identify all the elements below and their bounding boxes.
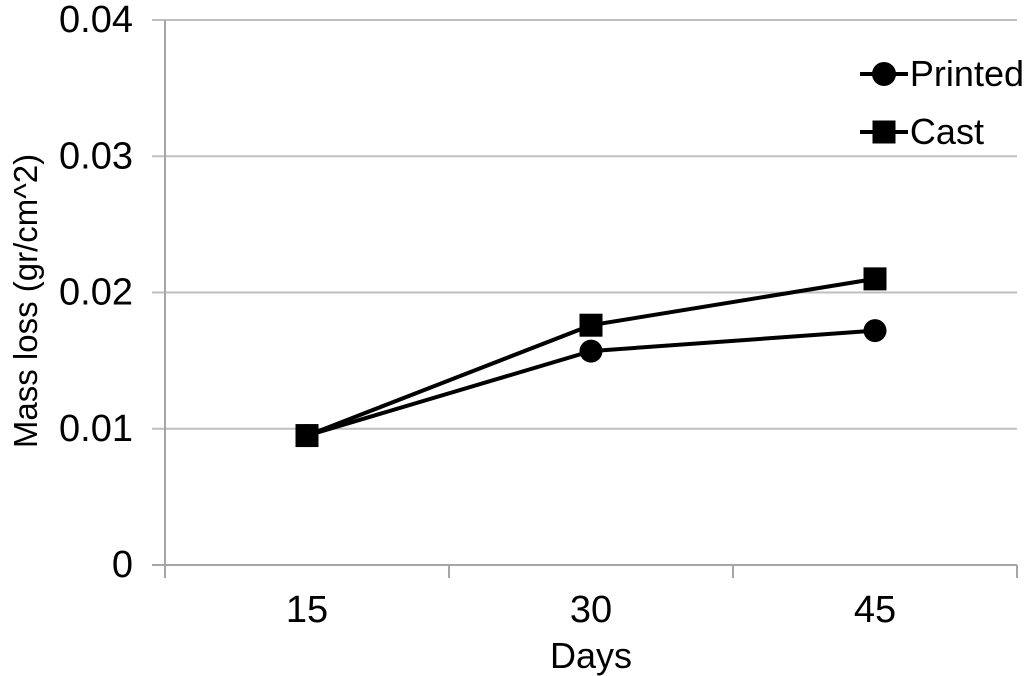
data-point-cast — [863, 267, 887, 291]
x-tick-label: 15 — [286, 589, 328, 631]
legend-label-cast: Cast — [909, 111, 984, 152]
data-point-cast — [579, 313, 603, 337]
y-axis-title: Mass loss (gr/cm^2) — [7, 153, 44, 449]
y-tick-label: 0.03 — [59, 135, 133, 177]
x-tick-label: 30 — [570, 589, 612, 631]
circle-marker-icon — [859, 62, 908, 86]
data-point-printed — [579, 339, 603, 363]
legend-marker-circle — [871, 62, 896, 86]
square-marker-icon — [859, 120, 908, 144]
y-tick-label: 0.01 — [59, 408, 133, 450]
y-tick-label: 0 — [112, 544, 133, 586]
legend-marker-square — [872, 120, 896, 144]
legend: Printed Cast — [859, 51, 1024, 155]
y-tick-label: 0.04 — [59, 0, 133, 41]
x-tick-label: 45 — [854, 589, 896, 631]
legend-label-printed: Printed — [909, 53, 1024, 94]
y-tick-label: 0.02 — [59, 272, 133, 314]
x-axis-title: Days — [549, 635, 633, 676]
legend-item-printed: Printed — [859, 51, 1024, 97]
data-point-cast — [295, 424, 319, 448]
legend-item-cast: Cast — [859, 109, 984, 155]
data-point-printed — [863, 319, 887, 343]
